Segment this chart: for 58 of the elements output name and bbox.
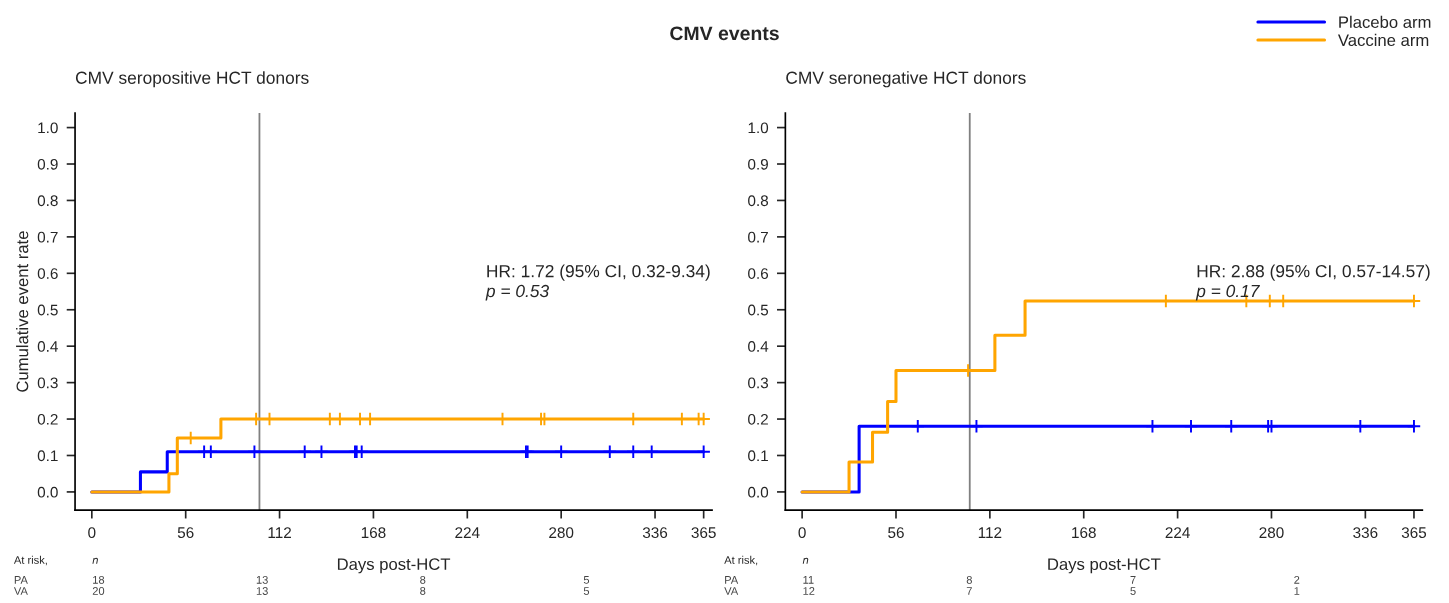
y-tick-label: 0.5 (748, 304, 769, 316)
x-tick-label: 112 (268, 527, 291, 538)
legend-label: Vaccine arm (1337, 33, 1429, 47)
y-tick-label: 0.3 (37, 377, 58, 389)
y-tick-label: 0.2 (748, 413, 768, 425)
chart-subtitle: CMV seronegative HCT donors (786, 71, 1026, 88)
y-tick-label: 0.1 (748, 450, 768, 462)
text: VA 20 13 8 5 (13, 587, 590, 595)
y-tick-label: 0.3 (748, 377, 769, 389)
x-tick-label: 56 (888, 527, 904, 539)
annotation: p = 0.53 (485, 284, 549, 301)
x-tick-label: 168 (361, 527, 386, 539)
text: n (802, 557, 809, 564)
x-tick-label: 280 (1259, 527, 1284, 539)
annotation: HR: 1.72 (95% CI, 0.32-9.34) (487, 264, 710, 281)
y-tick-label: 0.9 (37, 158, 58, 170)
x-tick-label: 336 (1353, 527, 1378, 539)
text: At risk, (13, 555, 47, 566)
annotation: HR: 2.88 (95% CI, 0.57-14.57) (1197, 264, 1430, 281)
y-tick-label: 0.6 (748, 268, 769, 279)
y-tick-label: 0.9 (748, 158, 768, 170)
legend-label: Placebo arm (1339, 15, 1431, 29)
x-tick-label: 56 (177, 527, 194, 539)
x-tick-label: 112 (978, 527, 1002, 538)
y-tick-label: 0.6 (37, 268, 58, 279)
y-tick-label: 1.0 (38, 122, 58, 134)
y-tick-label: 1.0 (748, 122, 769, 134)
x-tick-label: 0 (798, 527, 806, 539)
x-axis-title: Days post-HCT (1048, 558, 1161, 574)
y-tick-label: 0.4 (748, 341, 769, 352)
x-axis-title: Days post-HCT (337, 558, 451, 574)
text: PA 11 8 7 2 (725, 575, 1300, 584)
y-tick-label: 0.8 (37, 195, 58, 207)
x-tick-label: 365 (691, 527, 716, 539)
y-tick-label: 0.1 (37, 450, 58, 462)
y-tick-label: 0.5 (37, 304, 58, 316)
text: VA 12 7 5 1 (724, 587, 1300, 595)
annotation: p = 0.17 (1195, 284, 1260, 301)
chart-subtitle: CMV seropositive HCT donors (75, 71, 309, 88)
text: n (92, 557, 98, 564)
x-tick-label: 365 (1401, 527, 1427, 539)
y-tick-label: 0.8 (748, 195, 769, 207)
x-tick-label: 224 (1165, 527, 1190, 538)
chart-title: CMV events (670, 26, 779, 41)
y-tick-label: 0.0 (37, 486, 58, 498)
x-tick-label: 336 (642, 527, 668, 539)
y-tick-label: 0.0 (748, 486, 769, 498)
text: At risk, (724, 555, 758, 566)
text: PA 18 13 8 5 (14, 575, 590, 584)
x-tick-label: 0 (88, 527, 96, 539)
x-tick-label: 280 (549, 527, 574, 539)
y-tick-label: 0.7 (748, 231, 768, 243)
x-tick-label: 168 (1072, 527, 1096, 539)
y-axis-title: Cumulative event rate (16, 231, 29, 392)
y-tick-label: 0.4 (37, 341, 58, 352)
y-tick-label: 0.7 (37, 231, 58, 243)
y-tick-label: 0.2 (37, 413, 58, 425)
x-tick-label: 224 (455, 527, 480, 538)
